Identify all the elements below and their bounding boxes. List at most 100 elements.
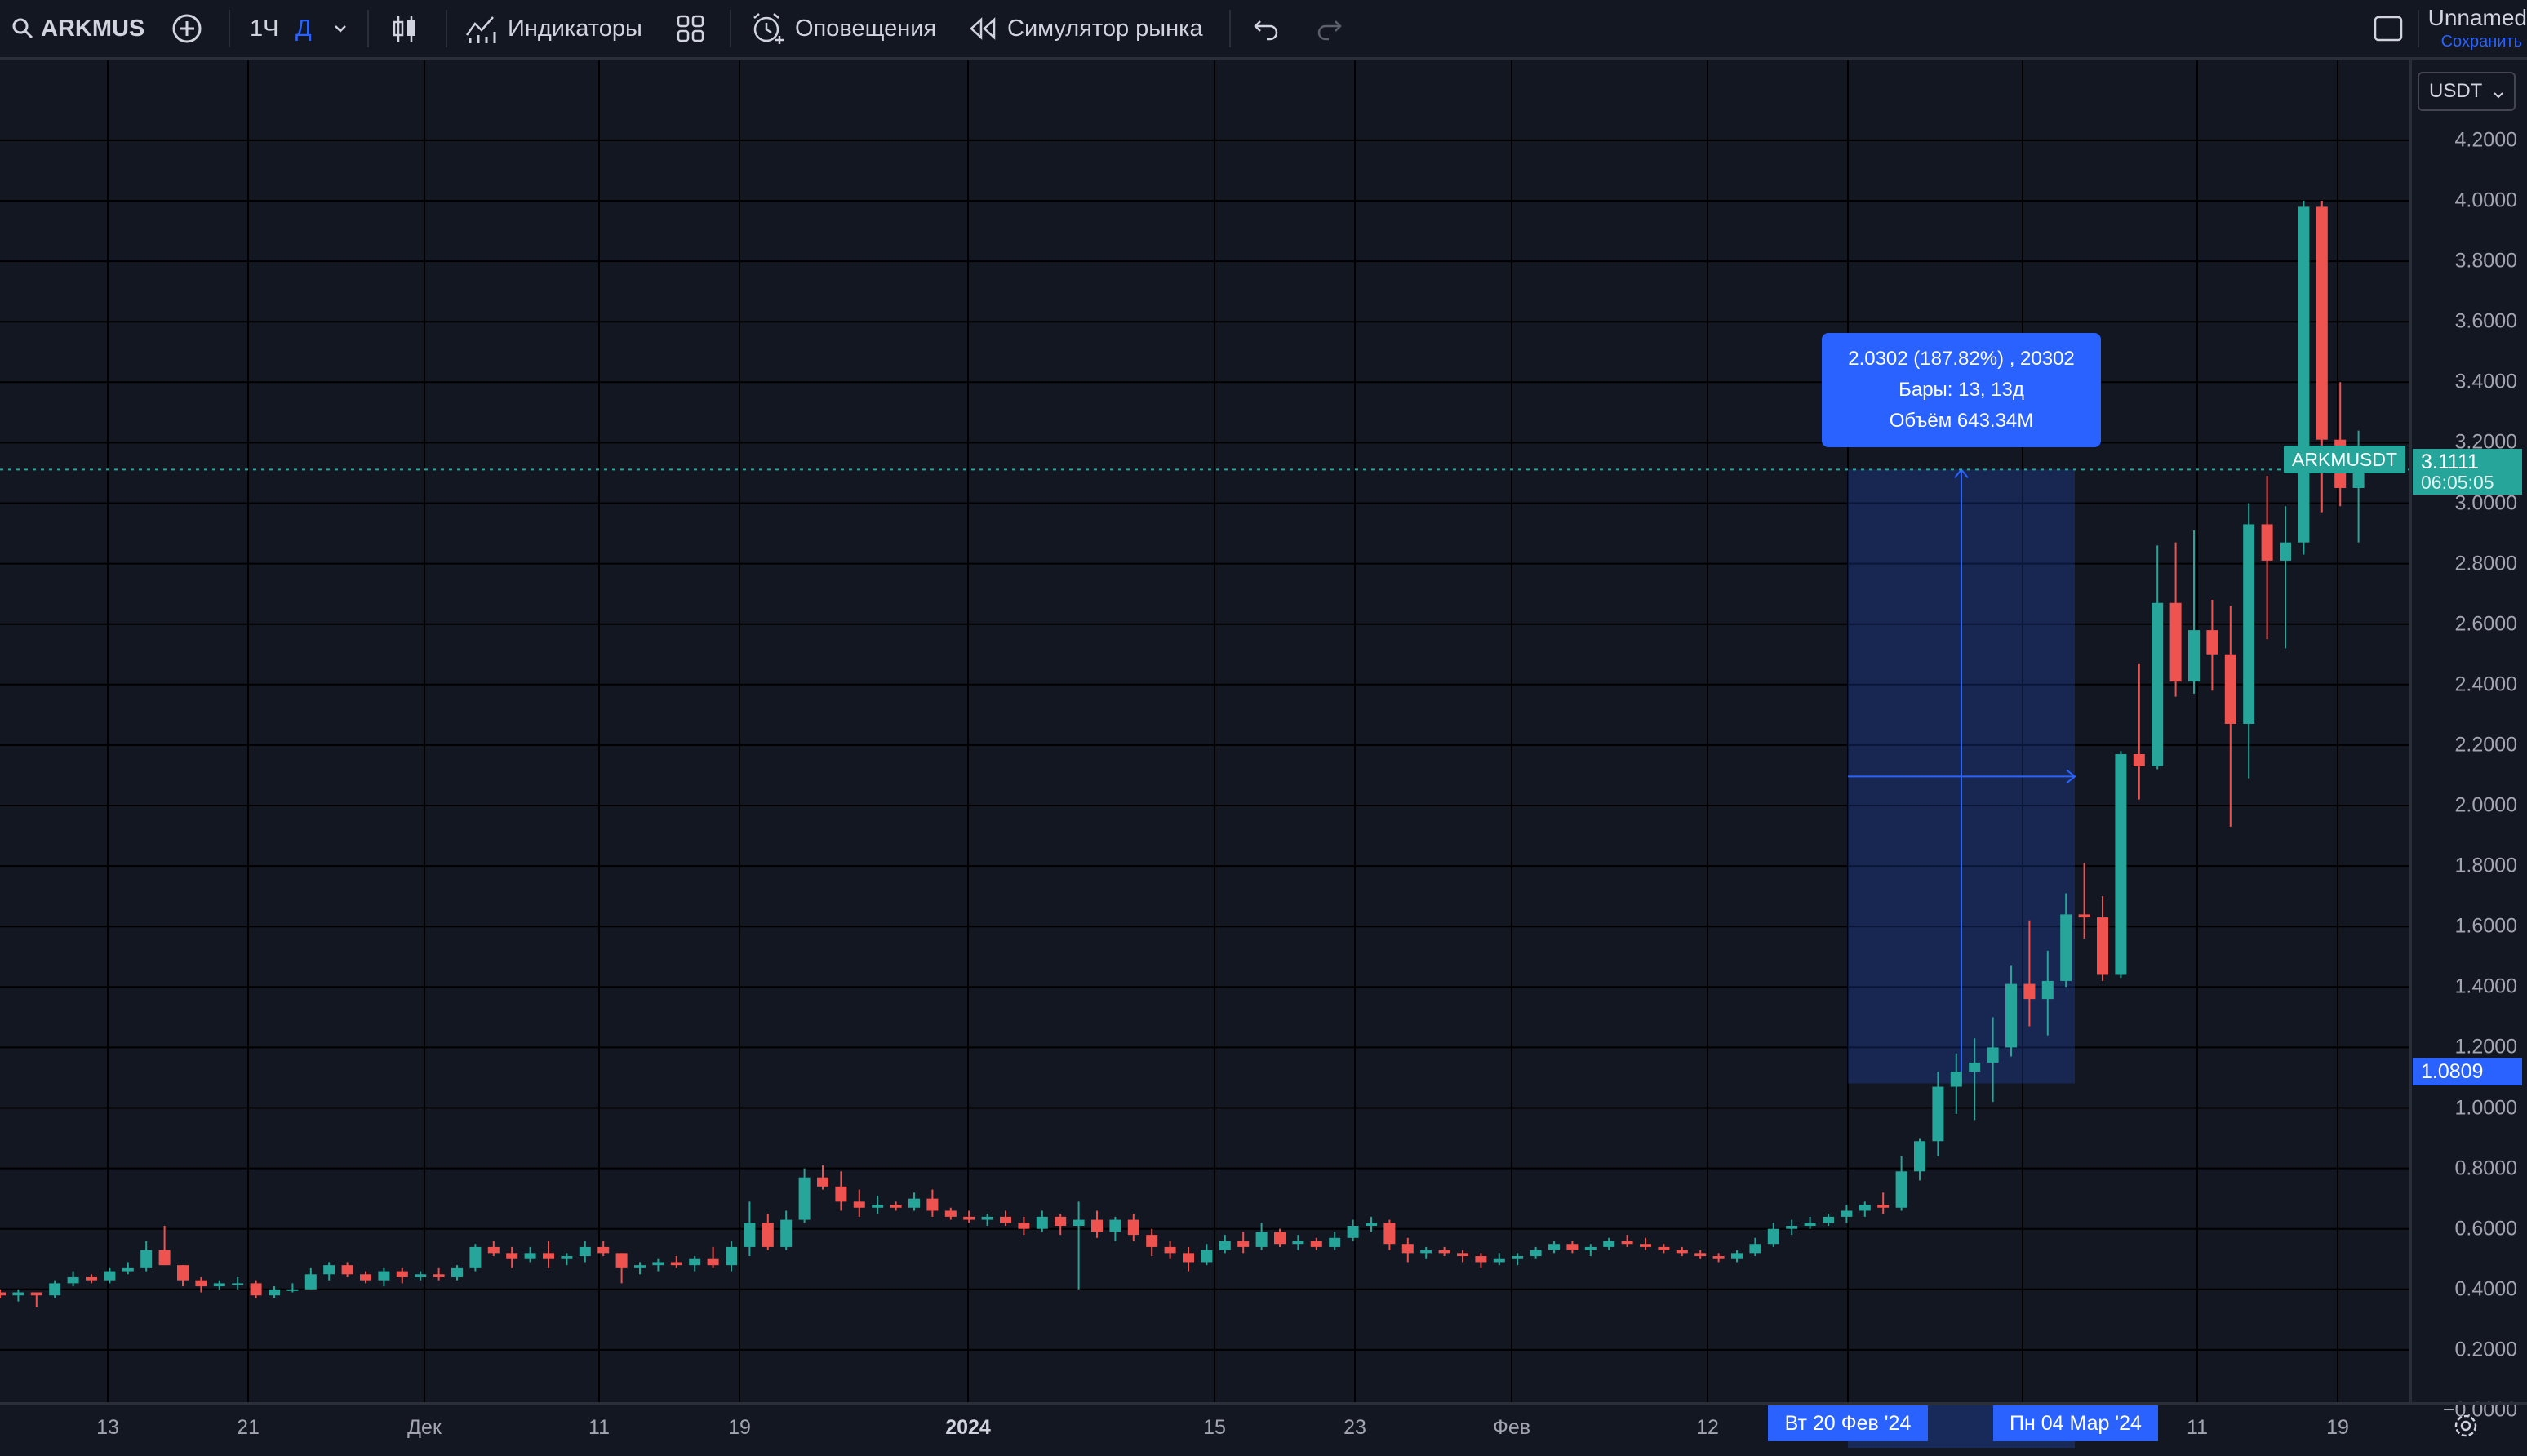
candle [30, 1292, 42, 1308]
toolbar-divider [2418, 10, 2419, 47]
candle-body [1383, 1223, 1396, 1245]
interval-day-label: Д [295, 15, 312, 42]
candle-body [872, 1205, 884, 1208]
candle [615, 1253, 628, 1284]
candle [433, 1267, 445, 1281]
candle-body [1640, 1244, 1651, 1247]
chart-pane[interactable] [0, 60, 2409, 1402]
candle-body [86, 1276, 97, 1281]
candle [1073, 1201, 1085, 1290]
candle [1658, 1244, 1670, 1254]
chart-type-button[interactable] [390, 0, 420, 57]
alerts-button[interactable]: Оповещения [751, 0, 936, 57]
time-scale-label: 15 [1203, 1416, 1226, 1439]
candle [652, 1258, 664, 1272]
candle [1255, 1223, 1268, 1250]
candle [1274, 1228, 1286, 1247]
candle-body [1164, 1246, 1176, 1254]
time-scale-label: 13 [96, 1416, 119, 1439]
candle [1000, 1210, 1011, 1226]
candle-body [1274, 1232, 1286, 1245]
candle [1018, 1216, 1030, 1236]
chevron-down-icon [2491, 85, 2506, 108]
toolbar-divider [730, 10, 731, 47]
interval-dropdown[interactable] [331, 0, 349, 57]
indicators-button[interactable]: Индикаторы [465, 0, 642, 57]
candle [2097, 896, 2108, 981]
price-scale-label: 2.4000 [2454, 673, 2517, 696]
candle-body [1712, 1256, 1725, 1259]
candle-body [1347, 1225, 1359, 1238]
candle [1438, 1246, 1450, 1257]
candle-body [1219, 1241, 1231, 1250]
candle-body [2352, 469, 2365, 488]
search-icon [11, 17, 34, 40]
price-scale-label: 4.2000 [2454, 128, 2517, 152]
candle-body [1731, 1253, 1743, 1259]
candle-body [469, 1246, 482, 1268]
toolbar-divider [367, 10, 369, 47]
candle-body [1969, 1062, 1981, 1072]
settings-gear-icon[interactable] [2452, 1412, 2480, 1444]
candle [543, 1241, 554, 1268]
redo-button[interactable] [1314, 0, 1343, 57]
candle [1530, 1246, 1542, 1259]
candle [1383, 1219, 1396, 1250]
candle [0, 1289, 6, 1298]
candle-body [1237, 1241, 1250, 1247]
candle-body [1401, 1244, 1414, 1254]
price-scale-label: 0.6000 [2454, 1217, 2517, 1241]
candle-body [2169, 602, 2182, 682]
templates-button[interactable] [676, 0, 705, 57]
candle [1804, 1216, 1816, 1229]
candle [2206, 600, 2218, 691]
candle-body [1036, 1216, 1048, 1229]
candle [2078, 863, 2090, 939]
symbol-search[interactable]: ARKMUS [11, 0, 144, 57]
square-icon [2372, 12, 2405, 45]
candle-body [1804, 1223, 1816, 1226]
candle [1493, 1253, 1505, 1266]
candle-body [1877, 1205, 1890, 1208]
alarm-clock-icon [751, 11, 785, 46]
candle-body [2133, 754, 2145, 766]
candle-body [597, 1246, 610, 1254]
candle-body [250, 1283, 262, 1296]
candle-body [2152, 602, 2164, 766]
candle-body [1457, 1253, 1468, 1257]
price-chart[interactable] [0, 60, 2409, 1402]
candle [1895, 1156, 1907, 1211]
save-link[interactable]: Сохранить [2440, 33, 2522, 51]
layout-name[interactable]: Unnamed [2427, 5, 2527, 30]
candles [0, 201, 2365, 1308]
currency-label: USDT [2429, 80, 2483, 102]
undo-button[interactable] [1252, 0, 1281, 57]
candle [2005, 965, 2017, 1057]
add-circle-icon [171, 13, 202, 44]
measure-end-date-tag: Пн 04 Мар '24 [1993, 1405, 2158, 1441]
candle [2060, 893, 2072, 988]
interval-1h-button[interactable]: 1Ч [250, 0, 278, 57]
price-scale[interactable]: 4.2000 4.0000 3.8000 3.6000 3.4000 3.2000 3.00… [2409, 60, 2527, 1422]
measure-start-price-tag: 1.0809 [2413, 1058, 2522, 1085]
candle [1621, 1235, 1633, 1247]
fullscreen-button[interactable] [2372, 0, 2405, 57]
candle [1457, 1250, 1468, 1263]
time-scale-label: 21 [237, 1416, 260, 1439]
interval-day-button[interactable]: Д [295, 0, 312, 57]
candle-body [908, 1198, 920, 1208]
compare-symbol-button[interactable] [171, 0, 202, 57]
replay-button[interactable]: Симулятор рынка [968, 0, 1203, 57]
candle-body [1493, 1258, 1505, 1263]
price-scale-label: 1.6000 [2454, 914, 2517, 938]
chevron-down-icon [331, 20, 349, 38]
candle [1566, 1241, 1579, 1254]
candle-body [2115, 754, 2127, 975]
currency-select[interactable]: USDT [2418, 72, 2516, 111]
candle [1694, 1250, 1707, 1259]
candle-body [2097, 917, 2108, 975]
price-scale-label: 2.8000 [2454, 552, 2517, 575]
candle [1676, 1246, 1688, 1257]
candle-body [158, 1250, 171, 1266]
time-scale[interactable]: 13 21 Дек 11 19 2024 15 23 Фев 12 11 19 [0, 1402, 2527, 1456]
